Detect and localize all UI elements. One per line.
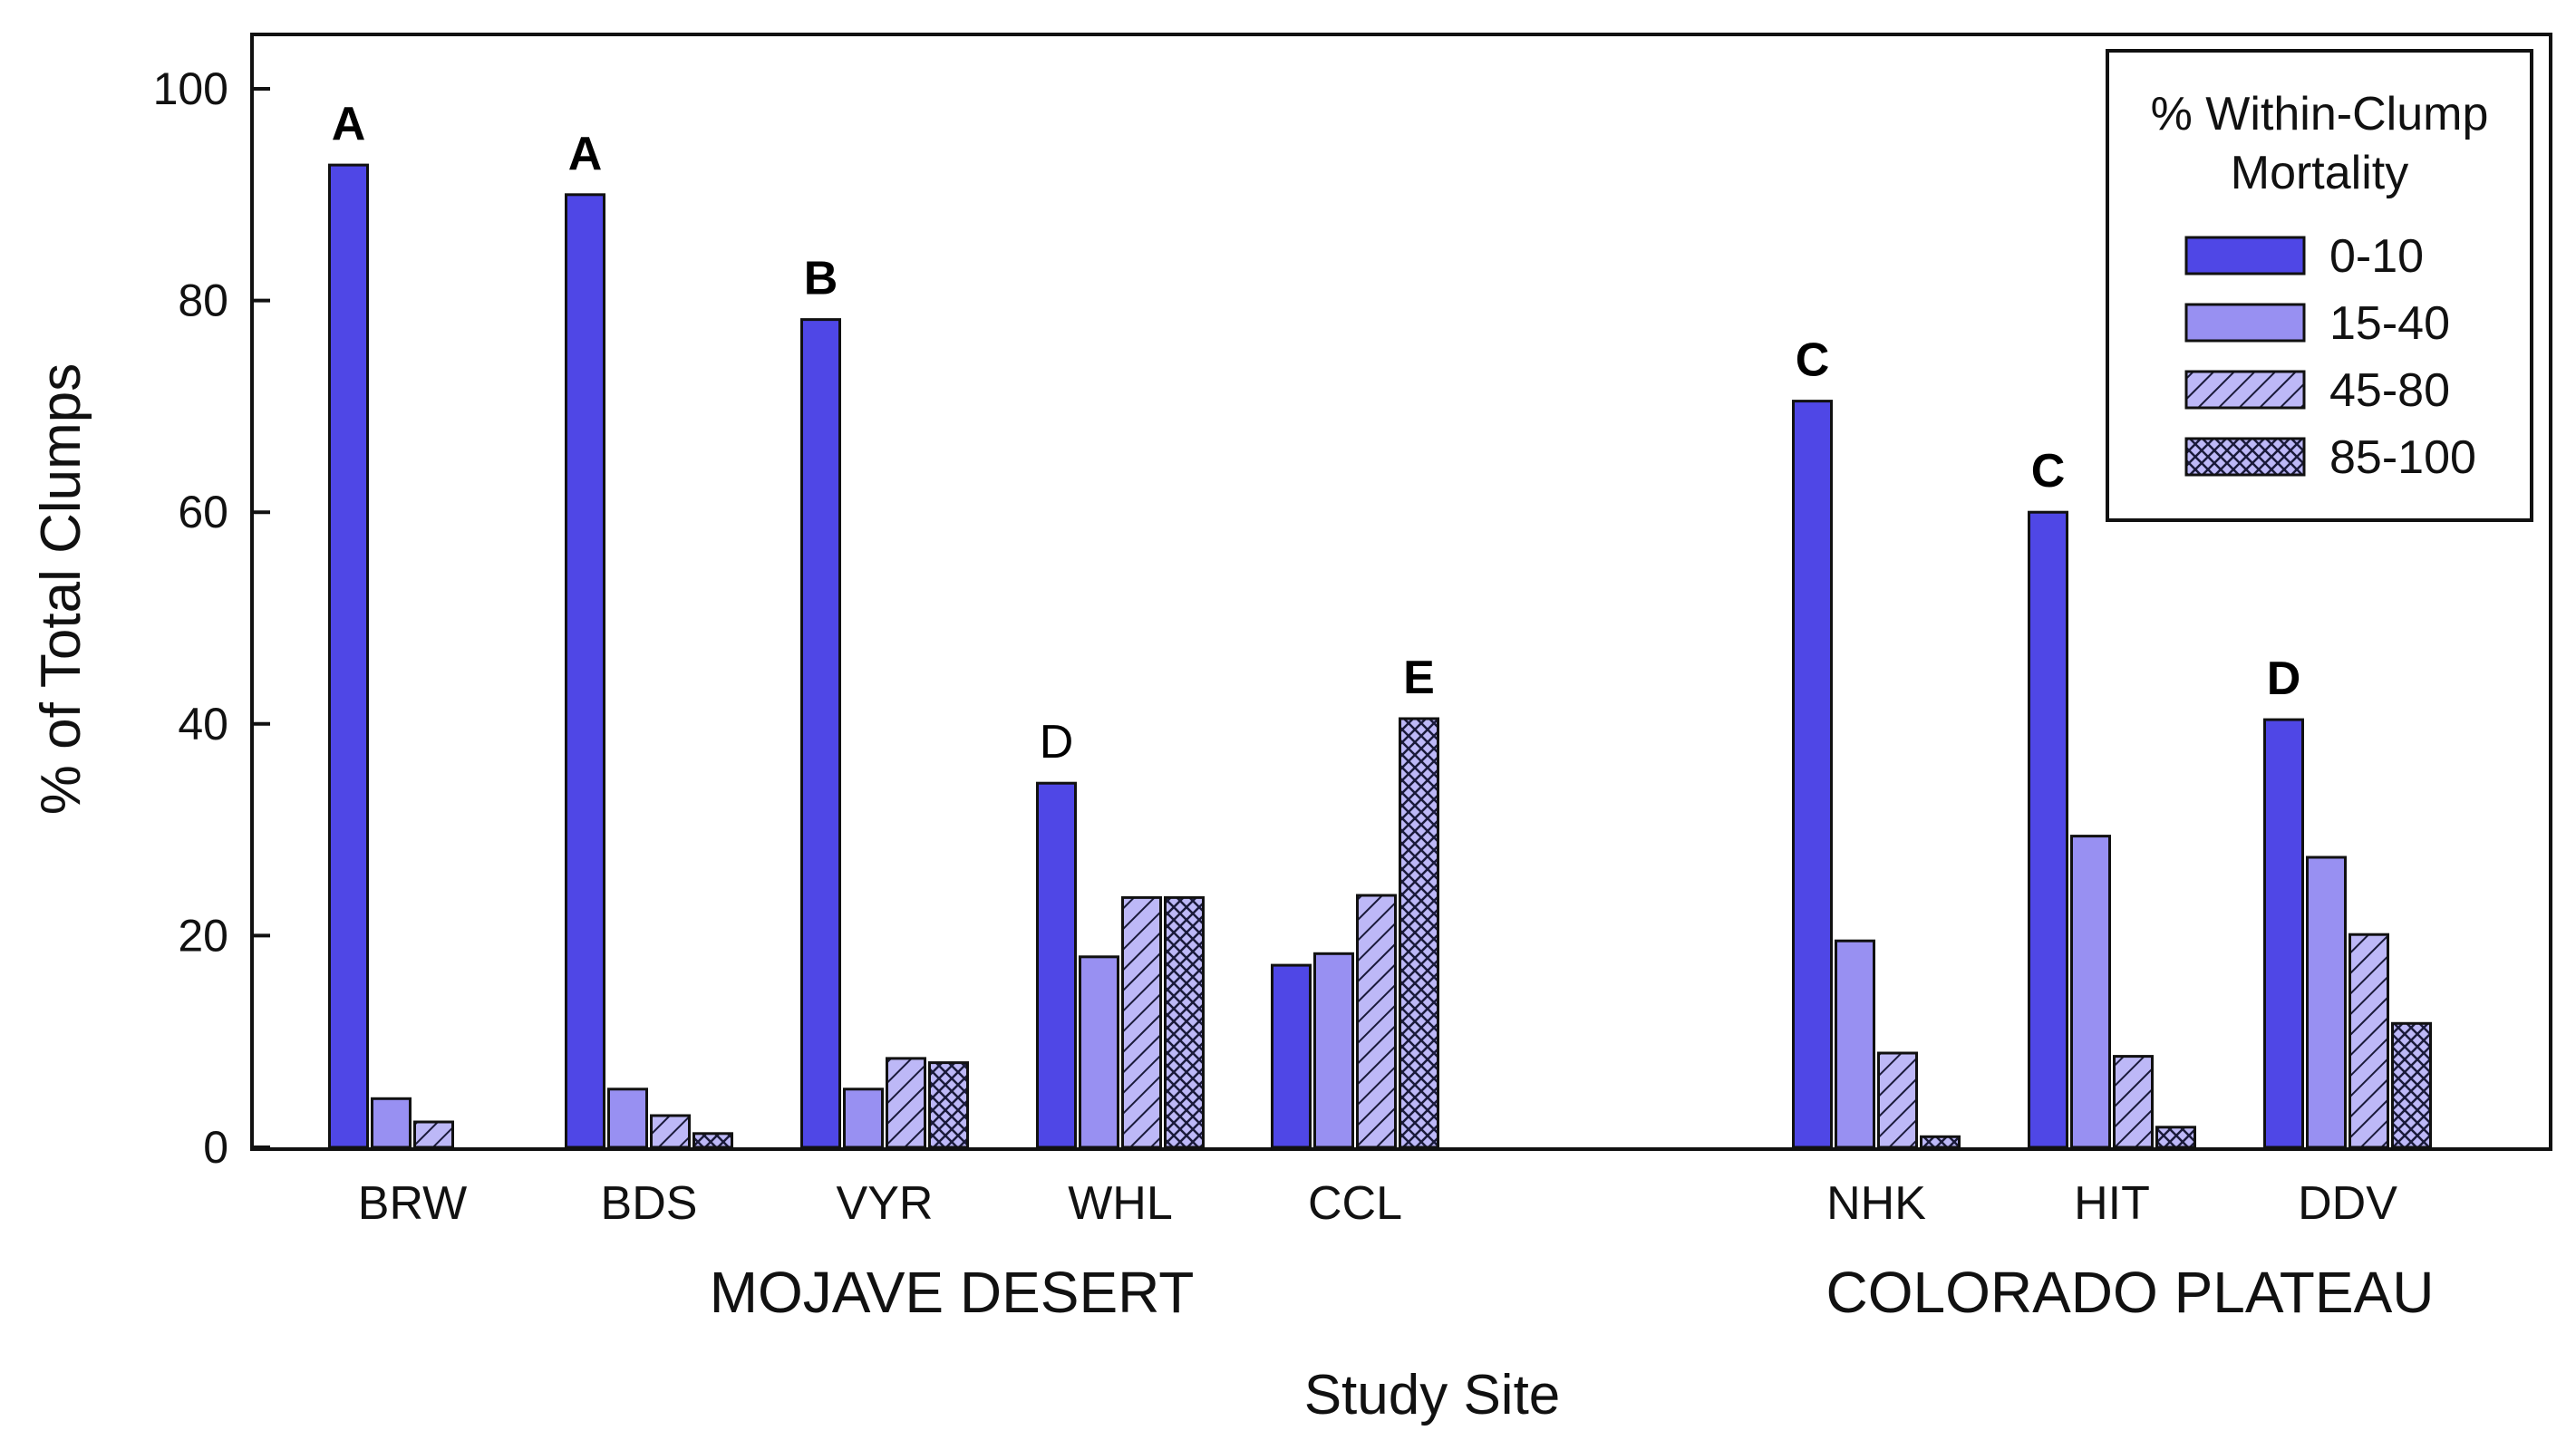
- bar-hit-45-80: [2113, 1055, 2154, 1149]
- bars-layer: [328, 163, 2432, 1149]
- bar-ccl-85-100: [1399, 717, 1439, 1149]
- significance-letters: A A B D E C C D: [332, 98, 2301, 768]
- legend-swatch-15-40: [2184, 303, 2306, 343]
- bar-ddv-85-100: [2391, 1021, 2432, 1149]
- letter-whl: D: [1040, 716, 1074, 768]
- region-label-1: COLORADO PLATEAU: [1826, 1260, 2435, 1325]
- x-tick-label-hit: HIT: [2074, 1177, 2150, 1230]
- x-tick-label-ccl: CCL: [1308, 1177, 1402, 1230]
- bar-whl-45-80: [1121, 895, 1162, 1149]
- x-tick-label-nhk: NHK: [1826, 1177, 1926, 1230]
- x-axis: BRW BDS VYR WHL CCL NHK HIT DDV MOJAVE DESERT COL…: [358, 1177, 2435, 1325]
- legend: % Within-Clump Mortality 0-10 15-40 45-80 8…: [2106, 49, 2533, 522]
- bar-bds-45-80: [650, 1114, 691, 1149]
- bar-bds-85-100: [692, 1132, 733, 1149]
- bar-ccl-45-80: [1356, 894, 1397, 1149]
- y-tick-label-40: 40: [178, 699, 228, 749]
- y-tick-label-20: 20: [178, 910, 228, 961]
- x-tick-label-ddv: DDV: [2298, 1177, 2397, 1230]
- bar-ddv-0-10: [2263, 718, 2304, 1149]
- legend-label-0-10: 0-10: [2329, 230, 2424, 283]
- letter-ccl: E: [1403, 652, 1435, 704]
- letter-ddv: D: [2267, 652, 2301, 705]
- legend-label-45-80: 45-80: [2329, 364, 2450, 417]
- legend-label-85-100: 85-100: [2329, 431, 2476, 484]
- x-axis-title: Study Site: [1304, 1364, 1561, 1426]
- bar-ddv-45-80: [2348, 933, 2389, 1149]
- bar-whl-0-10: [1036, 781, 1077, 1149]
- bar-vyr-0-10: [800, 318, 841, 1149]
- legend-swatch-45-80: [2184, 370, 2306, 410]
- letter-bds: A: [568, 128, 603, 180]
- legend-title-line-2: Mortality: [2231, 147, 2408, 199]
- bar-hit-85-100: [2155, 1126, 2196, 1149]
- letter-hit: C: [2031, 445, 2066, 498]
- bar-ccl-0-10: [1271, 963, 1312, 1149]
- bar-vyr-85-100: [928, 1061, 969, 1149]
- bar-vyr-45-80: [886, 1057, 926, 1149]
- bar-brw-45-80: [413, 1120, 454, 1149]
- x-tick-label-whl: WHL: [1068, 1177, 1173, 1230]
- bar-nhk-85-100: [1920, 1135, 1961, 1149]
- bar-whl-15-40: [1079, 955, 1119, 1149]
- y-tick-label-100: 100: [153, 63, 228, 114]
- bar-hit-0-10: [2028, 510, 2068, 1149]
- bar-ddv-15-40: [2306, 856, 2347, 1149]
- y-tick-label-80: 80: [178, 276, 228, 326]
- bar-ccl-15-40: [1313, 952, 1354, 1149]
- bar-bds-0-10: [565, 193, 605, 1149]
- y-tick-label-60: 60: [178, 487, 228, 537]
- legend-swatch-0-10: [2184, 236, 2306, 276]
- letter-nhk: C: [1796, 334, 1830, 387]
- y-axis: 0 20 40 60 80 100: [153, 63, 270, 1173]
- legend-title-line-1: % Within-Clump: [2151, 88, 2489, 140]
- bar-brw-15-40: [371, 1097, 412, 1149]
- legend-items: 0-10 15-40 45-80 85-100: [2184, 230, 2476, 484]
- x-tick-label-vyr: VYR: [837, 1177, 934, 1230]
- bar-brw-0-10: [328, 163, 369, 1149]
- bar-nhk-45-80: [1877, 1051, 1918, 1149]
- legend-box: [2106, 49, 2533, 522]
- letter-vyr: B: [804, 253, 838, 305]
- x-tick-label-bds: BDS: [601, 1177, 698, 1230]
- bar-nhk-15-40: [1835, 939, 1875, 1149]
- plot-frame: [250, 33, 2552, 1151]
- bar-vyr-15-40: [843, 1088, 884, 1149]
- legend-label-15-40: 15-40: [2329, 297, 2450, 350]
- bar-nhk-0-10: [1792, 400, 1833, 1149]
- y-tick-label-0: 0: [203, 1122, 228, 1173]
- bar-bds-15-40: [607, 1088, 648, 1149]
- region-label-0: MOJAVE DESERT: [710, 1260, 1195, 1325]
- letter-brw: A: [332, 98, 366, 150]
- y-axis-title: % of Total Clumps: [30, 363, 92, 816]
- x-tick-label-brw: BRW: [358, 1177, 467, 1230]
- bar-whl-85-100: [1164, 895, 1205, 1149]
- bar-hit-15-40: [2070, 835, 2111, 1149]
- legend-swatch-85-100: [2184, 437, 2306, 477]
